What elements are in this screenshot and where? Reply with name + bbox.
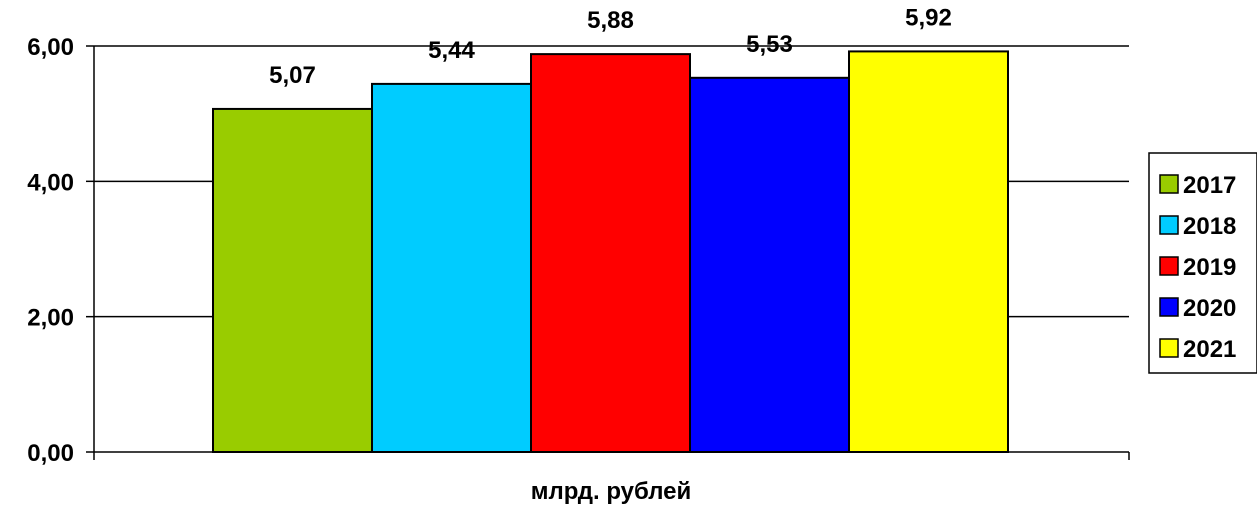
bar-2017	[212, 107, 373, 454]
bars	[212, 50, 1009, 454]
y-tick-label: 6,00	[27, 34, 74, 61]
y-tick-label: 0,00	[27, 440, 74, 467]
data-label-2017: 5,07	[269, 62, 316, 89]
legend-label-2020: 2020	[1183, 295, 1236, 322]
legend: 2017 2018 2019 2020 2021	[1148, 152, 1257, 374]
legend-label-2017: 2017	[1183, 172, 1236, 199]
bar-2018	[371, 82, 532, 453]
data-label-2021: 5,92	[905, 4, 952, 31]
x-axis-title: млрд. рублей	[531, 478, 692, 505]
bar-2019	[530, 53, 691, 454]
data-label-2019: 5,88	[587, 7, 634, 34]
data-label-2018: 5,44	[428, 37, 475, 64]
legend-label-2021: 2021	[1183, 336, 1236, 363]
legend-swatch-2019	[1159, 256, 1179, 276]
axes	[86, 45, 1130, 460]
legend-swatch-2017	[1159, 174, 1179, 194]
data-label-2020: 5,53	[746, 31, 793, 58]
legend-swatch-2021	[1159, 338, 1179, 358]
bar-2021	[848, 50, 1009, 454]
bar-2020	[689, 76, 850, 453]
data-labels: 5,07 5,44 5,88 5,53 5,92	[269, 4, 952, 89]
y-tick-label: 4,00	[27, 169, 74, 196]
legend-label-2018: 2018	[1183, 213, 1236, 240]
y-tick-label: 2,00	[27, 305, 74, 332]
y-tick-labels: 0,00 2,00 4,00 6,00	[27, 34, 74, 467]
legend-swatch-2020	[1159, 297, 1179, 317]
legend-label-2019: 2019	[1183, 254, 1236, 281]
legend-swatch-2018	[1159, 215, 1179, 235]
